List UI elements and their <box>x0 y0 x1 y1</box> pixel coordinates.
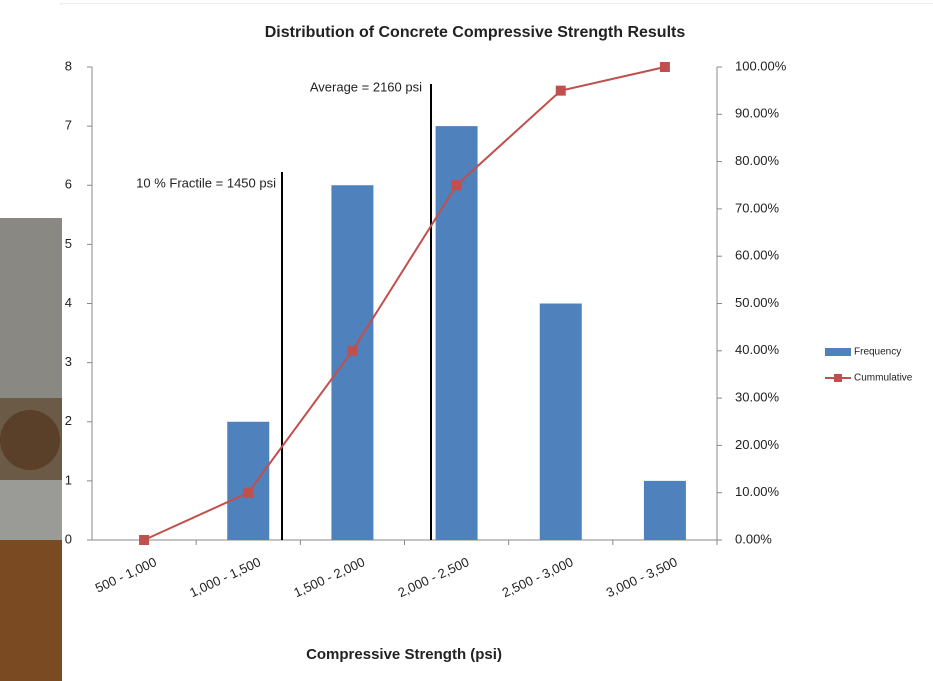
photo-floor <box>0 540 62 681</box>
line-marker <box>347 345 358 356</box>
photo-hose <box>0 480 62 540</box>
y2-tick-label: 100.00% <box>735 58 787 73</box>
y2-tick-label: 80.00% <box>735 153 780 168</box>
y2-tick-label: 20.00% <box>735 437 780 452</box>
cumulative-line <box>143 66 666 541</box>
bar <box>539 303 582 540</box>
line-marker <box>243 487 254 498</box>
line-marker <box>451 180 462 191</box>
bar <box>435 126 478 540</box>
y-tick-label: 5 <box>65 236 72 251</box>
y-tick-label: 3 <box>65 354 72 369</box>
y2-tick-label: 50.00% <box>735 295 780 310</box>
y-tick-label: 6 <box>65 177 72 192</box>
y2-tick-label: 30.00% <box>735 390 780 405</box>
y-tick-label: 0 <box>65 531 72 546</box>
line-marker <box>139 535 150 545</box>
legend-label: Frequency <box>854 347 901 358</box>
y2-tick-label: 0.00% <box>735 531 772 546</box>
line-marker <box>659 62 670 72</box>
y-tick-label: 7 <box>65 118 72 133</box>
y2-tick-label: 90.00% <box>735 106 780 121</box>
legend-marker <box>834 374 842 382</box>
y-tick-label: 8 <box>65 58 72 73</box>
annotation: Average = 2160 psi <box>310 79 422 94</box>
annotation: 10 % Fractile = 1450 psi <box>136 175 276 190</box>
y-tick-label: 2 <box>65 413 72 428</box>
bar <box>227 421 270 540</box>
legend-swatch <box>825 348 851 356</box>
y-tick-label: 1 <box>65 472 72 487</box>
photo <box>0 218 62 681</box>
y2-tick-label: 10.00% <box>735 484 780 499</box>
y2-tick-label: 70.00% <box>735 200 780 215</box>
photo-trousers <box>0 218 62 398</box>
legend-label: Cummulative <box>854 373 913 384</box>
bar <box>643 480 686 540</box>
x-axis-title: Compressive Strength (psi) <box>306 646 502 663</box>
bar <box>331 185 374 540</box>
y2-tick-label: 40.00% <box>735 342 780 357</box>
line-marker <box>555 85 566 96</box>
chart-area <box>62 4 933 681</box>
y2-tick-label: 60.00% <box>735 248 780 263</box>
chart-title: Distribution of Concrete Compressive Str… <box>265 24 686 41</box>
y-tick-label: 4 <box>65 295 72 310</box>
photo-boot <box>0 410 60 470</box>
